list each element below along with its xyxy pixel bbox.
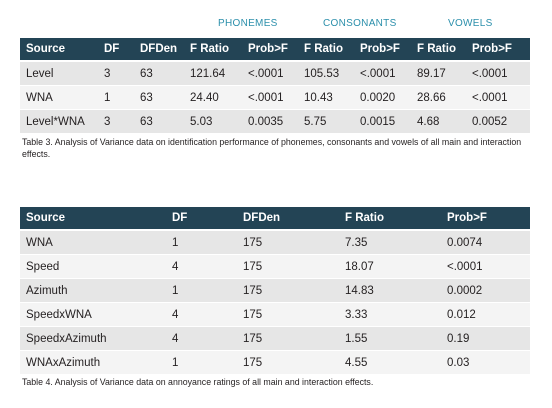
table-cell: WNA <box>20 230 166 255</box>
table-cell: 105.53 <box>298 61 354 86</box>
table-cell: 5.75 <box>298 109 354 134</box>
table-4-caption: Table 4. Analysis of Variance data on an… <box>22 377 374 387</box>
column-header-source: Source <box>20 38 98 62</box>
table-cell: 4 <box>166 302 237 327</box>
table-cell: 3 <box>98 61 134 86</box>
table-row: Speed 4 175 18.07 <.0001 <box>20 254 530 279</box>
table-cell: WNA <box>20 85 98 110</box>
group-header-phonemes: PHONEMES <box>218 18 278 29</box>
table-cell: 0.0020 <box>354 85 411 110</box>
column-header-consonants-prob: Prob>F <box>354 38 411 62</box>
table-cell: <.0001 <box>441 254 530 279</box>
table-cell: <.0001 <box>242 85 298 110</box>
table-row: WNAxAzimuth 1 175 4.55 0.03 <box>20 350 530 375</box>
table-cell: <.0001 <box>466 61 530 86</box>
column-header-df: DF <box>166 207 237 231</box>
table-cell: 175 <box>237 254 339 279</box>
table-row: SpeedxWNA 4 175 3.33 0.012 <box>20 302 530 327</box>
table-header-row: Source DF DFDen F Ratio Prob>F F Ratio P… <box>20 38 530 62</box>
anova-table-3: Source DF DFDen F Ratio Prob>F F Ratio P… <box>20 38 530 134</box>
table-cell: 14.83 <box>339 278 441 303</box>
group-header-consonants: CONSONANTS <box>323 18 397 29</box>
table-cell: 121.64 <box>184 61 242 86</box>
column-header-vowels-prob: Prob>F <box>466 38 530 62</box>
column-header-prob: Prob>F <box>441 207 530 231</box>
column-header-consonants-f-ratio: F Ratio <box>298 38 354 62</box>
table-cell: 175 <box>237 350 339 375</box>
table-cell: 28.66 <box>411 85 466 110</box>
table-cell: <.0001 <box>466 85 530 110</box>
table-cell: 175 <box>237 278 339 303</box>
table-cell: 1.55 <box>339 326 441 351</box>
table-row: Level*WNA 3 63 5.03 0.0035 5.75 0.0015 4… <box>20 109 530 134</box>
table-cell: SpeedxAzimuth <box>20 326 166 351</box>
table-cell: 4.68 <box>411 109 466 134</box>
table-row: Azimuth 1 175 14.83 0.0002 <box>20 278 530 303</box>
table-header-row: Source DF DFDen F Ratio Prob>F <box>20 207 530 231</box>
table-cell: Level*WNA <box>20 109 98 134</box>
table-cell: 1 <box>166 350 237 375</box>
table-cell: Speed <box>20 254 166 279</box>
table-cell: 5.03 <box>184 109 242 134</box>
table-cell: 89.17 <box>411 61 466 86</box>
column-header-phonemes-prob: Prob>F <box>242 38 298 62</box>
table-cell: 10.43 <box>298 85 354 110</box>
table-3-caption: Table 3. Analysis of Variance data on id… <box>22 137 522 159</box>
group-header-vowels: VOWELS <box>448 18 493 29</box>
table-cell: 175 <box>237 230 339 255</box>
table-cell: 0.0015 <box>354 109 411 134</box>
table-row: Level 3 63 121.64 <.0001 105.53 <.0001 8… <box>20 61 530 86</box>
table-row: WNA 1 63 24.40 <.0001 10.43 0.0020 28.66… <box>20 85 530 110</box>
table-cell: WNAxAzimuth <box>20 350 166 375</box>
table-cell: Level <box>20 61 98 86</box>
table-cell: 63 <box>134 61 184 86</box>
column-header-df: DF <box>98 38 134 62</box>
table-cell: 3.33 <box>339 302 441 327</box>
table-cell: 63 <box>134 109 184 134</box>
table-cell: 1 <box>166 278 237 303</box>
table-row: SpeedxAzimuth 4 175 1.55 0.19 <box>20 326 530 351</box>
table-cell: 0.0002 <box>441 278 530 303</box>
column-header-dfden: DFDen <box>134 38 184 62</box>
column-header-f-ratio: F Ratio <box>339 207 441 231</box>
table-cell: 7.35 <box>339 230 441 255</box>
table-cell: 0.0074 <box>441 230 530 255</box>
table-cell: 18.07 <box>339 254 441 279</box>
table-cell: 3 <box>98 109 134 134</box>
table-cell: 0.0052 <box>466 109 530 134</box>
table-cell: 0.012 <box>441 302 530 327</box>
table-row: WNA 1 175 7.35 0.0074 <box>20 230 530 255</box>
column-header-source: Source <box>20 207 166 231</box>
table3-group-headers: PHONEMES CONSONANTS VOWELS <box>0 18 552 32</box>
table-cell: 0.03 <box>441 350 530 375</box>
column-header-dfden: DFDen <box>237 207 339 231</box>
table-cell: 24.40 <box>184 85 242 110</box>
table-cell: 0.0035 <box>242 109 298 134</box>
table-cell: <.0001 <box>354 61 411 86</box>
table-cell: 1 <box>98 85 134 110</box>
table-cell: Azimuth <box>20 278 166 303</box>
table-cell: SpeedxWNA <box>20 302 166 327</box>
anova-table-4: Source DF DFDen F Ratio Prob>F WNA 1 175… <box>20 207 530 375</box>
table-cell: 175 <box>237 302 339 327</box>
column-header-vowels-f-ratio: F Ratio <box>411 38 466 62</box>
table-cell: 4.55 <box>339 350 441 375</box>
table-cell: <.0001 <box>242 61 298 86</box>
table-cell: 4 <box>166 326 237 351</box>
table-cell: 175 <box>237 326 339 351</box>
table-cell: 0.19 <box>441 326 530 351</box>
table-cell: 1 <box>166 230 237 255</box>
column-header-phonemes-f-ratio: F Ratio <box>184 38 242 62</box>
table-cell: 63 <box>134 85 184 110</box>
table-cell: 4 <box>166 254 237 279</box>
